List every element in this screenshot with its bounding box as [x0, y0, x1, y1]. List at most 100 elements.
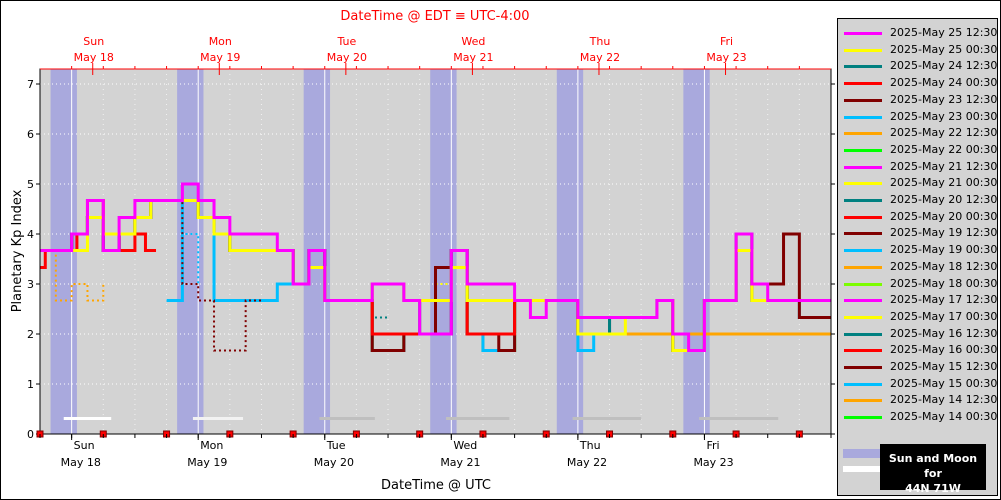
legend-label: 2025-May 23 12:30 [890, 92, 998, 106]
y-tick-label: 4 [27, 228, 34, 241]
legend-label: 2025-May 22 12:30 [890, 126, 998, 140]
legend-label: 2025-May 23 00:30 [890, 109, 998, 123]
legend-swatch [844, 65, 882, 69]
moon-bars [63, 417, 779, 420]
legend-label: 2025-May 22 00:30 [890, 142, 998, 156]
legend-swatch [844, 249, 882, 253]
legend-label: 2025-May 21 12:30 [890, 159, 998, 173]
legend-label: 2025-May 19 12:30 [890, 226, 998, 240]
legend-entry: 2025-May 22 12:30 [838, 125, 997, 141]
y-axis-label: Planetary Kp Index [10, 189, 25, 312]
x-axis-label: DateTime @ UTC [381, 478, 491, 493]
y-tick-label: 2 [27, 328, 34, 341]
legend-swatch [844, 215, 882, 219]
top-tick-label-date: May 21 [453, 51, 493, 64]
legend-swatch [844, 232, 882, 236]
legend-entry: 2025-May 24 00:30 [838, 75, 997, 91]
x-tick-label-day: Tue [326, 439, 346, 452]
x-tick-label-day: Wed [453, 439, 477, 452]
legend-entry: 2025-May 18 00:30 [838, 276, 997, 292]
legend-entry: 2025-May 15 00:30 [838, 376, 997, 392]
legend-entry: 2025-May 14 12:30 [838, 392, 997, 408]
moon-bar [572, 417, 642, 420]
x-tick-label-date: May 22 [567, 456, 607, 469]
x-tick-label-date: May 20 [314, 456, 354, 469]
moon-bar [446, 417, 510, 420]
legend-swatch [844, 366, 882, 369]
legend-swatch [844, 48, 882, 52]
sun-moon-label-line1: Sun and Moon for [888, 452, 978, 480]
y-tick-label: 7 [27, 78, 34, 91]
sun-moon-label-line2: 44N 71W [905, 482, 961, 495]
legend-label: 2025-May 17 00:30 [890, 309, 998, 323]
legend-entry: 2025-May 21 00:30 [838, 175, 997, 191]
legend-swatch [844, 115, 882, 119]
legend-swatch [844, 349, 882, 353]
legend-label: 2025-May 21 00:30 [890, 176, 998, 190]
top-tick-label-date: May 20 [327, 51, 367, 64]
series-layer [40, 182, 831, 352]
legend-entry: 2025-May 24 12:30 [838, 58, 997, 74]
x-tick-label-date: May 23 [693, 456, 733, 469]
legend-swatch [844, 82, 882, 86]
legend-label: 2025-May 16 00:30 [890, 343, 998, 357]
legend-label: 2025-May 20 00:30 [890, 209, 998, 223]
legend-swatch [844, 165, 882, 169]
x-tick-label-date: May 18 [61, 456, 101, 469]
top-tick-label-day: Mon [209, 35, 232, 48]
legend-entry: 2025-May 16 12:30 [838, 326, 997, 342]
sun-moon-badge: Sun and Moon for 44N 71W [880, 444, 986, 495]
legend-swatch [844, 32, 882, 35]
x-tick-label-day: Fri [706, 439, 719, 452]
top-tick-label-date: May 19 [200, 51, 240, 64]
series-line [40, 199, 262, 352]
y-tick-label: 1 [27, 378, 34, 391]
legend-night-swatch [843, 449, 881, 458]
legend-swatch [844, 265, 882, 269]
chart-title: DateTime @ EDT ≡ UTC-4:00 [340, 9, 529, 24]
legend-label: 2025-May 14 00:30 [890, 410, 998, 424]
legend-label: 2025-May 20 12:30 [890, 193, 998, 206]
legend-entry: 2025-May 23 00:30 [838, 109, 997, 125]
legend-entry: 2025-May 17 00:30 [838, 309, 997, 325]
legend-entry: 2025-May 16 00:30 [838, 342, 997, 358]
legend-swatch [844, 416, 882, 420]
legend-entry: 2025-May 17 12:30 [838, 292, 997, 308]
legend-entry: 2025-May 23 12:30 [838, 92, 997, 108]
legend-swatch [844, 98, 882, 102]
legend-swatch [844, 148, 882, 152]
legend-label: 2025-May 24 00:30 [890, 76, 998, 90]
x-tick-label-date: May 19 [187, 456, 227, 469]
moon-bar [319, 417, 375, 420]
top-tick-label-day: Tue [336, 35, 356, 48]
night-band [683, 69, 710, 434]
legend-label: 2025-May 16 12:30 [890, 326, 998, 340]
legend-entry: 2025-May 19 00:30 [838, 242, 997, 258]
moon-bar [192, 417, 244, 420]
legend-swatch [844, 332, 882, 336]
legend-swatch [844, 282, 882, 286]
top-tick-label-date: May 23 [706, 51, 746, 64]
legend-swatch [844, 299, 882, 303]
legend-swatch [844, 399, 882, 403]
y-tick-label: 5 [27, 178, 34, 191]
axes: 0 1 2 3 4 5 6 7 Sun May 18 Mon May 19 Tue May 20 Wed Ma… [27, 35, 835, 469]
legend-label: 2025-May 18 00:30 [890, 276, 998, 290]
legend-entry: 2025-May 20 12:30 [838, 192, 997, 208]
legend-label: 2025-May 17 12:30 [890, 293, 998, 307]
legend-entry: 2025-May 25 00:30 [838, 42, 997, 58]
legend-label: 2025-May 15 00:30 [890, 376, 998, 390]
y-tick-label: 3 [27, 278, 34, 291]
x-tick-label-day: Thu [579, 439, 601, 452]
moon-bar [699, 417, 779, 420]
x-tick-label-day: Sun [74, 439, 95, 452]
legend-label: 2025-May 24 12:30 [890, 59, 998, 73]
legend-swatch [844, 132, 882, 136]
legend-entry: 2025-May 15 12:30 [838, 359, 997, 375]
y-tick-label: 6 [27, 128, 34, 141]
legend-entry: 2025-May 20 00:30 [838, 209, 997, 225]
legend-moon-swatch [843, 466, 881, 472]
legend: 2025-May 25 12:30 2025-May 25 00:30 2025-M… [837, 18, 998, 496]
legend-label: 2025-May 25 12:30 [890, 26, 998, 39]
